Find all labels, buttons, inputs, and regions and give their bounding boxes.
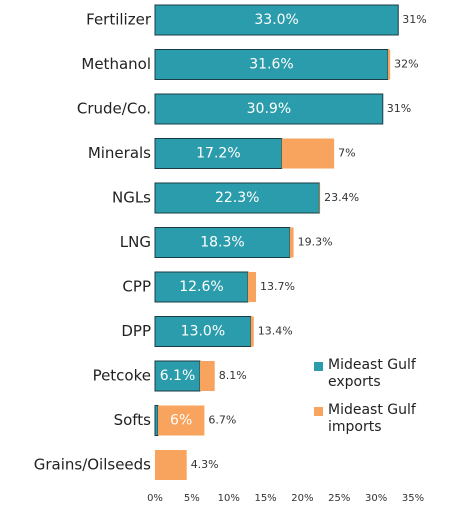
x-tick-label: 5% xyxy=(184,493,200,504)
x-tick-label: 0% xyxy=(147,493,163,504)
bar-segment xyxy=(155,450,187,480)
category-label: Crude/Co. xyxy=(77,100,151,118)
end-label: 31% xyxy=(387,102,411,115)
value-label: 17.2% xyxy=(196,146,240,162)
value-label: 6.1% xyxy=(160,368,196,384)
value-label: 13.0% xyxy=(181,324,225,340)
bar-segment xyxy=(154,93,384,125)
legend-label: Mideast Gulf imports xyxy=(328,402,416,435)
x-tick-label: 30% xyxy=(365,493,387,504)
value-label: 18.3% xyxy=(200,235,244,251)
bar-segment xyxy=(281,138,335,169)
bar-segment xyxy=(154,227,291,258)
end-label: 6.7% xyxy=(208,414,236,427)
legend-swatch xyxy=(314,362,323,371)
end-label: 7% xyxy=(338,147,355,160)
end-label: 23.4% xyxy=(324,191,359,204)
value-label: 6% xyxy=(170,413,192,429)
value-label: 22.3% xyxy=(215,190,259,206)
bar-segment xyxy=(250,316,254,347)
bar-segment xyxy=(157,405,205,436)
bar-segment xyxy=(154,316,252,347)
end-label: 31% xyxy=(402,13,426,26)
bar-segment xyxy=(154,405,159,436)
value-label: 33.0% xyxy=(254,12,298,28)
end-label: 4.3% xyxy=(191,458,219,471)
bar-segment xyxy=(154,271,249,303)
end-label: 19.3% xyxy=(298,236,333,249)
category-label: LNG xyxy=(120,233,151,251)
x-tick-label: 15% xyxy=(254,493,276,504)
legend-swatch xyxy=(314,407,323,416)
category-label: CPP xyxy=(122,278,151,296)
value-label: 31.6% xyxy=(249,57,293,73)
legend-label: Mideast Gulf exports xyxy=(328,357,416,390)
x-tick-label: 20% xyxy=(291,493,313,504)
category-label: NGLs xyxy=(112,189,151,207)
category-label: Methanol xyxy=(81,55,151,73)
x-tick-label: 25% xyxy=(328,493,350,504)
category-label: DPP xyxy=(121,322,151,340)
bar-segment xyxy=(289,227,294,258)
category-label: Fertilizer xyxy=(86,11,152,29)
bar-segment xyxy=(387,49,391,80)
category-label: Minerals xyxy=(88,144,151,162)
bar-segment xyxy=(154,182,320,214)
end-label: 13.7% xyxy=(260,280,295,293)
value-label: 12.6% xyxy=(179,279,223,295)
category-label: Grains/Oilseeds xyxy=(34,456,151,474)
bar-segment xyxy=(319,183,321,213)
bar-segment xyxy=(247,272,256,302)
bar-segment xyxy=(154,360,201,392)
category-label: Softs xyxy=(114,411,152,429)
bar-segment xyxy=(154,49,389,80)
x-tick-label: 35% xyxy=(402,493,424,504)
end-label: 8.1% xyxy=(219,369,247,382)
end-label: 32% xyxy=(394,58,418,71)
category-label: Petcoke xyxy=(93,367,151,385)
bar-segment xyxy=(199,361,215,391)
x-tick-label: 10% xyxy=(218,493,240,504)
end-label: 13.4% xyxy=(258,325,293,338)
bar-segment xyxy=(154,4,399,36)
value-label: 30.9% xyxy=(247,101,291,117)
